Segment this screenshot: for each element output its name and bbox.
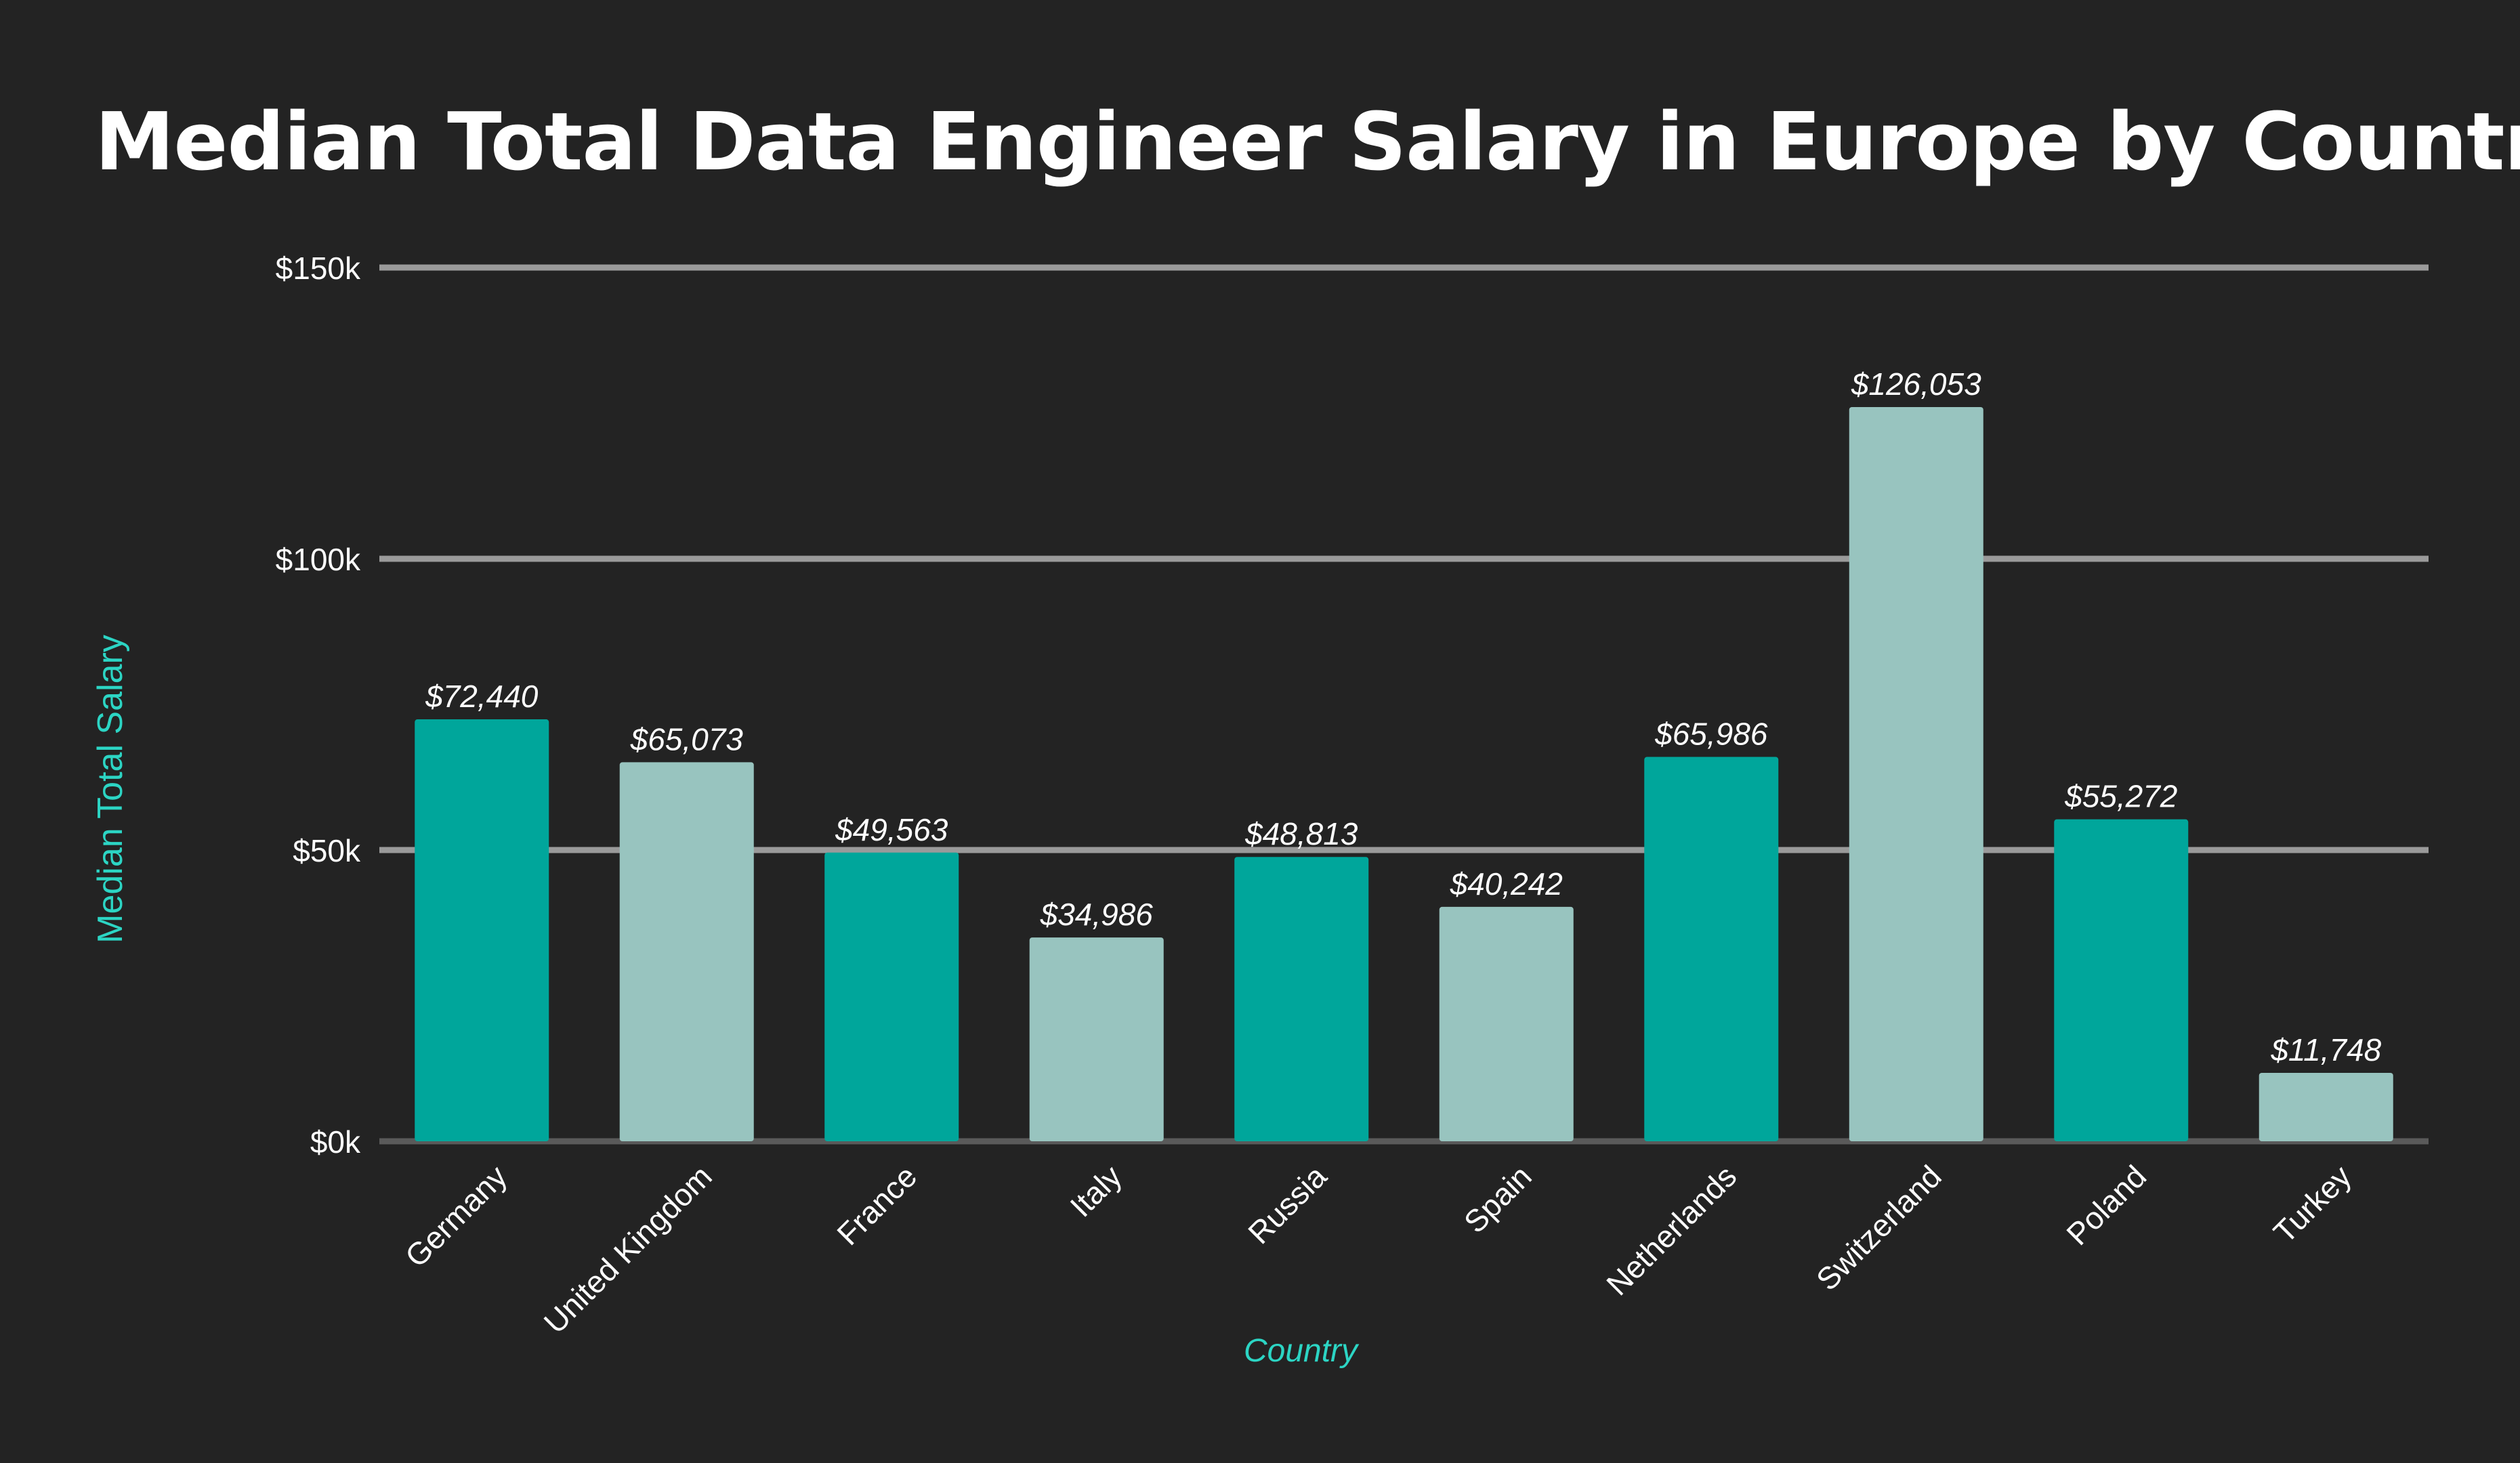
data-label: $40,242 [1450, 866, 1563, 902]
bar [619, 762, 754, 1141]
data-label: $49,563 [835, 812, 948, 847]
data-label: $55,272 [2064, 779, 2177, 814]
y-tick-label: $0k [310, 1124, 361, 1160]
y-tick-label: $50k [293, 833, 361, 868]
x-tick-label: Spain [1457, 1158, 1538, 1239]
y-axis-label: Median Total Salary [91, 635, 130, 943]
data-label: $11,748 [2270, 1032, 2381, 1067]
data-label: $65,073 [630, 721, 744, 757]
x-axis-ticks: Germany United Kingdom France Italy Russia Sp… [398, 1158, 2358, 1340]
data-label: $72,440 [425, 679, 539, 714]
x-tick-label: Italy [1063, 1158, 1128, 1223]
x-tick-label: United Kingdom [537, 1158, 719, 1340]
x-tick-label: Turkey [2267, 1158, 2358, 1250]
y-axis-ticks: $0k $50k $100k $150k [276, 251, 361, 1160]
y-tick-label: $150k [276, 251, 361, 286]
data-label: $48,813 [1244, 816, 1358, 851]
bar [1849, 406, 1983, 1141]
data-label: $126,053 [1851, 366, 1981, 402]
data-label: $34,986 [1040, 897, 1154, 932]
bars [415, 406, 2393, 1141]
bar [1029, 937, 1164, 1141]
bar [1234, 857, 1369, 1141]
bar [1644, 757, 1779, 1141]
x-tick-label: Russia [1241, 1158, 1333, 1250]
x-axis-label: Country [1244, 1333, 1360, 1369]
bar [415, 719, 549, 1141]
x-tick-label: Netherlands [1599, 1158, 1743, 1302]
chart-title: Median Total Data Engineer Salary in Eur… [95, 95, 2520, 188]
bar [1439, 906, 1574, 1141]
x-tick-label: France [830, 1158, 923, 1252]
y-tick-label: $100k [276, 542, 361, 577]
data-labels: $72,440 $65,073 $49,563 $34,986 $48,813 $40,2… [425, 366, 2381, 1067]
x-tick-label: Germany [398, 1158, 514, 1274]
bar [824, 852, 959, 1141]
bar [2259, 1072, 2393, 1141]
x-tick-label: Poland [2059, 1158, 2153, 1252]
data-label: $65,986 [1654, 717, 1768, 752]
bar [2054, 819, 2189, 1141]
x-tick-label: Switzerland [1809, 1158, 1948, 1297]
